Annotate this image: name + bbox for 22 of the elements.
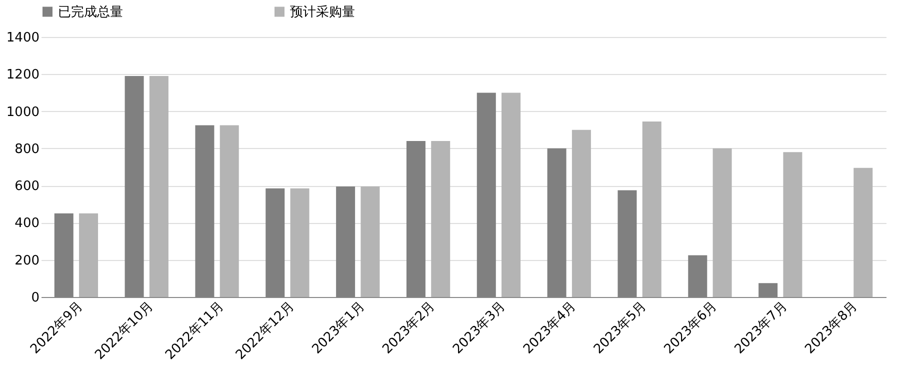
y-tick-label: 1200	[6, 68, 40, 83]
bar	[290, 188, 310, 297]
bar	[360, 186, 380, 297]
y-tick-label: 1400	[6, 30, 40, 46]
bar	[642, 122, 662, 297]
legend-label: 已完成总量	[58, 4, 123, 20]
bar	[783, 152, 802, 297]
bar	[431, 141, 450, 297]
bar	[220, 125, 239, 297]
y-tick-label: 400	[14, 216, 40, 232]
y-tick-label: 200	[14, 253, 40, 268]
bar	[79, 213, 98, 297]
bar	[854, 168, 873, 297]
bar	[572, 130, 591, 297]
y-tick-label: 0	[31, 290, 40, 306]
y-tick-label: 800	[14, 142, 40, 157]
bar	[712, 148, 732, 297]
y-tick-label: 1000	[6, 104, 40, 120]
bar	[502, 92, 521, 297]
bar	[149, 76, 168, 297]
legend-label: 预计采购量	[290, 4, 355, 20]
y-tick-label: 600	[14, 179, 40, 194]
